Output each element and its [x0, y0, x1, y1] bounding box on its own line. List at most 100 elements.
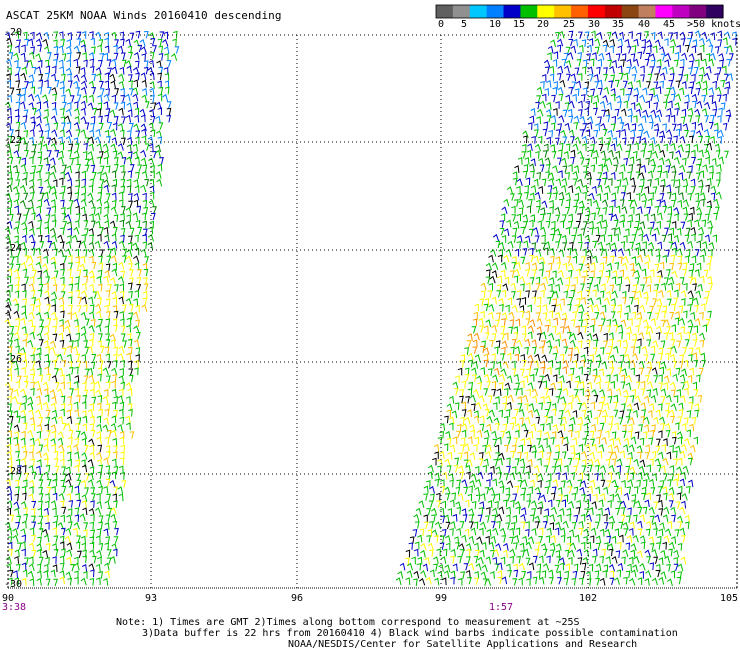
wind-barb — [80, 240, 87, 249]
legend-swatch — [436, 5, 454, 18]
wind-barb — [9, 129, 14, 137]
wind-barb — [524, 191, 529, 200]
wind-barb — [604, 142, 610, 151]
wind-barb — [697, 122, 704, 131]
wind-barb — [601, 109, 606, 118]
wind-barb — [540, 213, 545, 221]
wind-barb — [679, 478, 685, 487]
wind-barb — [665, 158, 672, 166]
wind-barb — [650, 345, 656, 354]
wind-barb — [677, 255, 683, 264]
wind-barb — [95, 31, 102, 40]
wind-barb — [540, 494, 547, 503]
wind-barb — [605, 290, 612, 299]
wind-barb — [561, 312, 568, 320]
wind-barb — [134, 185, 140, 194]
wind-barb — [652, 298, 658, 306]
wind-barb — [524, 346, 529, 355]
wind-barb — [643, 431, 648, 439]
wind-barb — [6, 164, 12, 173]
wind-barb — [596, 220, 602, 229]
wind-barb — [501, 346, 506, 355]
wind-barb — [30, 116, 35, 125]
wind-barb — [513, 268, 520, 277]
wind-barb — [486, 381, 491, 389]
wind-barb — [503, 332, 509, 341]
wind-barb — [692, 283, 697, 291]
wind-barb — [545, 444, 552, 453]
wind-barb — [117, 45, 124, 54]
wind-barb — [568, 213, 573, 222]
wind-barb — [461, 401, 466, 410]
wind-barb — [623, 100, 628, 109]
wind-barb — [652, 289, 658, 298]
wind-barb — [632, 333, 637, 341]
wind-barb — [551, 431, 557, 439]
wind-barb — [119, 31, 125, 40]
wind-barb — [543, 415, 549, 424]
wind-barb — [99, 226, 104, 235]
wind-barb — [143, 228, 148, 236]
wind-barb — [21, 577, 27, 586]
wind-barb — [503, 542, 509, 551]
wind-barb — [49, 157, 56, 166]
wind-barb — [150, 129, 156, 138]
wind-barb — [105, 88, 110, 96]
wind-barb — [482, 403, 489, 411]
wind-barb — [506, 186, 513, 194]
wind-barb — [112, 521, 118, 529]
wind-barb — [453, 465, 459, 473]
wind-barb — [95, 389, 102, 397]
wind-barb — [20, 500, 27, 509]
wind-barb — [490, 535, 497, 544]
wind-barb — [91, 261, 97, 270]
wind-barb — [140, 46, 147, 54]
wind-barb — [480, 345, 485, 354]
wind-barb — [149, 51, 155, 60]
wind-barb — [560, 527, 566, 536]
wind-barb — [106, 381, 111, 389]
wind-barb — [654, 458, 661, 466]
wind-barb — [649, 269, 655, 277]
wind-barb — [620, 241, 626, 249]
wind-barb — [59, 324, 65, 333]
wind-barb — [515, 382, 521, 391]
wind-barb — [550, 535, 556, 543]
wind-barb — [43, 191, 49, 200]
wind-barb — [693, 143, 699, 152]
wind-barb — [675, 283, 681, 291]
wind-barb — [444, 415, 449, 424]
wind-barb — [554, 206, 561, 215]
wind-barb — [483, 303, 489, 312]
wind-barb — [582, 325, 587, 334]
wind-barb — [74, 325, 80, 333]
wind-barb — [29, 527, 35, 536]
wind-barb — [489, 549, 495, 558]
wind-barb — [546, 401, 552, 410]
wind-barb — [658, 451, 664, 460]
wind-barb — [30, 368, 35, 376]
wind-barb — [706, 205, 712, 214]
wind-barb — [43, 534, 50, 543]
wind-barb — [16, 248, 21, 256]
wind-barb — [449, 499, 455, 508]
wind-barb — [106, 361, 112, 369]
wind-barb — [96, 549, 103, 558]
wind-barb — [498, 480, 505, 488]
wind-barb — [618, 31, 624, 40]
wind-barb — [99, 53, 105, 61]
wind-barb — [716, 163, 722, 172]
wind-barb — [536, 171, 542, 180]
wind-barb — [511, 368, 517, 376]
wind-barb — [80, 129, 87, 138]
wind-barb — [621, 368, 628, 376]
wind-barb — [126, 178, 132, 187]
wind-barb — [546, 366, 552, 375]
wind-barb — [81, 564, 88, 572]
wind-barb — [89, 234, 94, 242]
wind-barb — [683, 213, 689, 221]
wind-barb — [529, 479, 535, 488]
wind-barb — [28, 93, 35, 102]
wind-barb — [461, 534, 467, 543]
wind-barb — [687, 219, 692, 228]
